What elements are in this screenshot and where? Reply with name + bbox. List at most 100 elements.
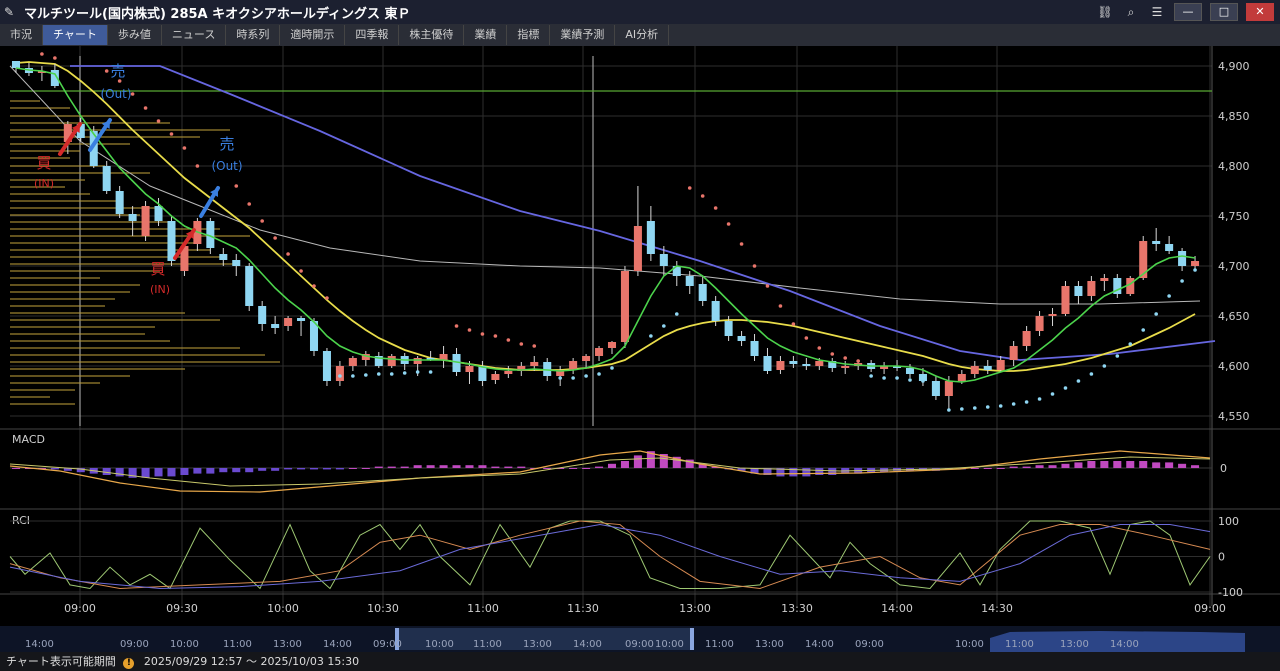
annotation-label: (Out): [211, 159, 242, 173]
psar-dot: [571, 376, 575, 380]
candle-body: [646, 221, 655, 254]
tab-5[interactable]: 適時開示: [280, 25, 346, 45]
rci-tick-label: 100: [1218, 515, 1239, 528]
minimize-button[interactable]: —: [1174, 3, 1202, 21]
candle-body: [905, 368, 915, 374]
candle-body: [37, 71, 46, 73]
maximize-button[interactable]: □: [1210, 3, 1238, 21]
psar-dot: [1076, 379, 1081, 383]
navigator-time-label: 10:00: [655, 639, 684, 650]
macd-histogram-bar: [102, 468, 111, 475]
psar-dot: [234, 184, 239, 188]
candle-body: [763, 356, 772, 371]
psar-dot: [104, 69, 109, 73]
macd-histogram-bar: [711, 466, 720, 468]
macd-histogram-bar: [1100, 461, 1109, 468]
candle-body: [413, 358, 422, 364]
candle-body: [219, 254, 228, 260]
tab-7[interactable]: 株主優待: [399, 25, 465, 45]
navigator-selection: [397, 628, 693, 650]
macd-histogram-bar: [284, 468, 293, 470]
macd-histogram-bar: [556, 468, 565, 469]
tab-3[interactable]: ニュース: [162, 25, 227, 45]
psar-dot: [752, 264, 757, 268]
close-button[interactable]: ✕: [1246, 3, 1274, 21]
psar-dot: [493, 334, 498, 338]
macd-histogram-bar: [76, 468, 85, 473]
candle-body: [478, 366, 487, 381]
psar-dot: [1115, 354, 1120, 358]
tab-10[interactable]: 業績予測: [550, 25, 616, 45]
annotation-label: 売: [219, 135, 234, 153]
psar-dot: [972, 406, 977, 410]
macd-line: [9, 450, 1211, 493]
psar-dot: [389, 372, 394, 376]
psar-dot: [1167, 294, 1171, 298]
psar-dot: [856, 359, 860, 363]
tab-1[interactable]: チャート: [43, 25, 108, 45]
candle-body: [698, 284, 707, 301]
navigator-handle-left[interactable]: [395, 628, 399, 650]
candle-body: [530, 362, 539, 366]
candle-body: [297, 318, 306, 321]
candle-body: [1061, 286, 1070, 314]
navigator-time-label: 13:00: [523, 639, 552, 650]
macd-signal-line: [9, 456, 1211, 487]
tab-0[interactable]: 市況: [0, 25, 43, 45]
psar-dot: [1037, 397, 1042, 401]
menu-icon[interactable]: ☰: [1151, 5, 1163, 19]
macd-histogram-bar: [1009, 466, 1018, 468]
psar-dot: [156, 119, 161, 123]
psar-dot: [1050, 392, 1055, 396]
psar-dot: [804, 336, 809, 340]
candle-body: [569, 361, 578, 370]
tab-2[interactable]: 歩み値: [108, 25, 162, 45]
navigator-time-label: 13:00: [273, 639, 302, 650]
psar-dot: [143, 106, 148, 110]
tab-8[interactable]: 業績: [464, 25, 508, 45]
candle-body: [633, 226, 642, 271]
psar-dot: [1128, 342, 1133, 346]
tab-6[interactable]: 四季報: [345, 25, 400, 45]
psar-dot: [1180, 279, 1184, 283]
candle-body: [141, 206, 150, 236]
navigator-handle-right[interactable]: [690, 628, 694, 650]
macd-histogram-bar: [439, 465, 448, 468]
macd-histogram-bar: [763, 468, 772, 475]
candle-body: [271, 324, 280, 328]
macd-histogram-bar: [309, 468, 319, 470]
candle-body: [802, 364, 811, 366]
psar-dot: [765, 284, 770, 288]
macd-histogram-bar: [452, 465, 461, 468]
price-tick-label: 4,700: [1218, 260, 1250, 273]
psar-dot: [286, 252, 290, 256]
tab-9[interactable]: 指標: [507, 25, 551, 45]
psar-dot: [1063, 386, 1068, 390]
psar-dot: [713, 206, 718, 210]
macd-histogram-bar: [465, 465, 474, 468]
macd-histogram-bar: [1139, 461, 1148, 468]
macd-histogram-bar: [1191, 465, 1200, 468]
candle-body: [102, 166, 111, 191]
navigator-time-label: 09:00: [625, 639, 654, 650]
search-icon[interactable]: ⌕: [1127, 4, 1135, 19]
navigator-time-label: 11:00: [1005, 639, 1034, 650]
psar-dot: [610, 366, 614, 370]
psar-dot: [895, 376, 899, 380]
psar-dot: [674, 312, 679, 316]
navigator-time-label: 09:00: [373, 639, 402, 650]
price-tick-label: 4,600: [1218, 360, 1250, 373]
psar-dot: [778, 304, 783, 308]
navigator-time-label: 14:00: [573, 639, 602, 650]
chart-area[interactable]: 4,900 4,850 4,800 4,750 4,700 4,650 4,600 4,550…: [0, 46, 1280, 652]
app-icon: ✎: [3, 5, 15, 19]
tab-11[interactable]: AI分析: [615, 25, 670, 45]
psar-dot: [402, 371, 407, 375]
macd-histogram-bar: [167, 468, 176, 477]
psar-dot: [791, 322, 796, 326]
tab-4[interactable]: 時系列: [226, 25, 281, 45]
link-icon[interactable]: ⛓: [1097, 5, 1113, 19]
candle-body: [63, 124, 72, 142]
candle-body: [232, 260, 241, 266]
psar-dot: [1193, 268, 1197, 272]
